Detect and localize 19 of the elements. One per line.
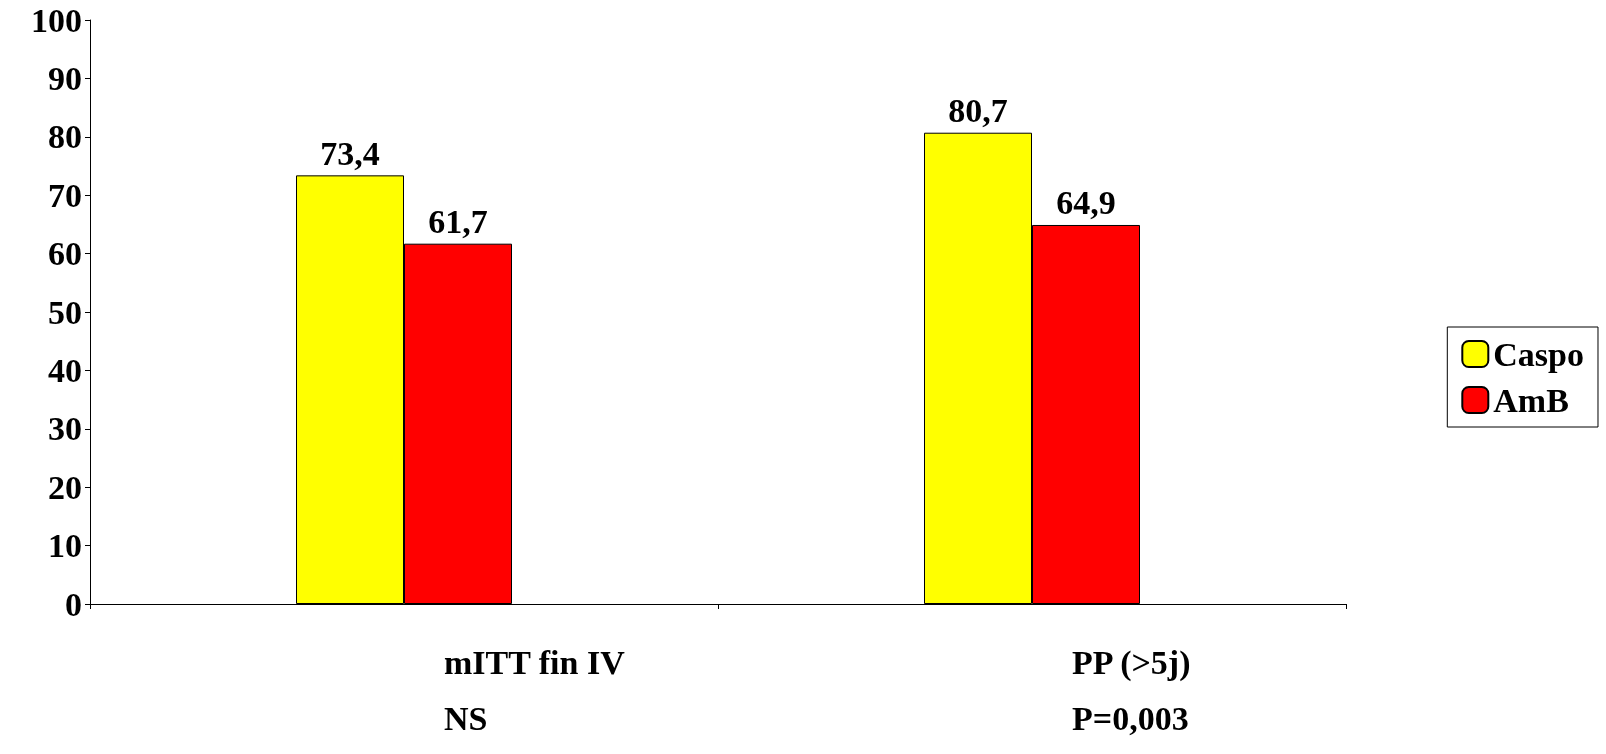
- x-tick-label: PP (>5j) P=0,003: [1072, 643, 1191, 737]
- y-tick-label: 70: [48, 176, 82, 214]
- y-tick-label: 100: [31, 1, 82, 39]
- y-tick-label: 60: [48, 235, 82, 273]
- legend-label: AmB: [1493, 381, 1569, 419]
- y-tick-label: 90: [48, 59, 82, 97]
- y-tick-label: 40: [48, 351, 82, 389]
- legend-label: Caspo: [1493, 335, 1585, 373]
- y-tick-label: 50: [48, 293, 82, 331]
- data-label: 73,4: [320, 134, 380, 172]
- y-tick-label: 0: [65, 585, 82, 623]
- y-tick-label: 20: [48, 468, 82, 506]
- data-label: 61,7: [428, 203, 488, 241]
- y-tick-label: 30: [48, 410, 82, 448]
- y-tick-label: 10: [48, 527, 82, 565]
- data-label: 80,7: [948, 92, 1008, 130]
- data-label: 64,9: [1056, 184, 1116, 222]
- y-tick-label: 80: [48, 118, 82, 156]
- x-tick-label: mITT fin IV NS: [444, 643, 626, 737]
